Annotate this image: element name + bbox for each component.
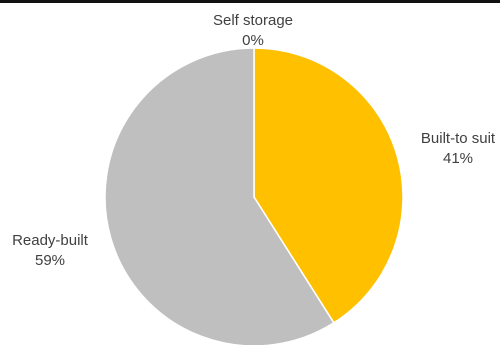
top-border bbox=[0, 0, 500, 3]
slice-value-self-storage: 0% bbox=[242, 32, 264, 49]
slice-value-built-to-suit: 41% bbox=[443, 150, 473, 167]
pie-slices bbox=[104, 47, 404, 345]
pie-labels: Self storage 0% Built-to suit 41% Ready-… bbox=[12, 12, 496, 269]
pie-slice-ready-built bbox=[104, 47, 335, 345]
pie-slice-built-to-suit bbox=[253, 47, 404, 324]
slice-label-built-to-suit: Built-to suit bbox=[421, 130, 496, 147]
slice-label-self-storage: Self storage bbox=[213, 12, 293, 29]
slice-value-ready-built: 59% bbox=[35, 252, 65, 269]
slice-label-ready-built: Ready-built bbox=[12, 232, 89, 249]
